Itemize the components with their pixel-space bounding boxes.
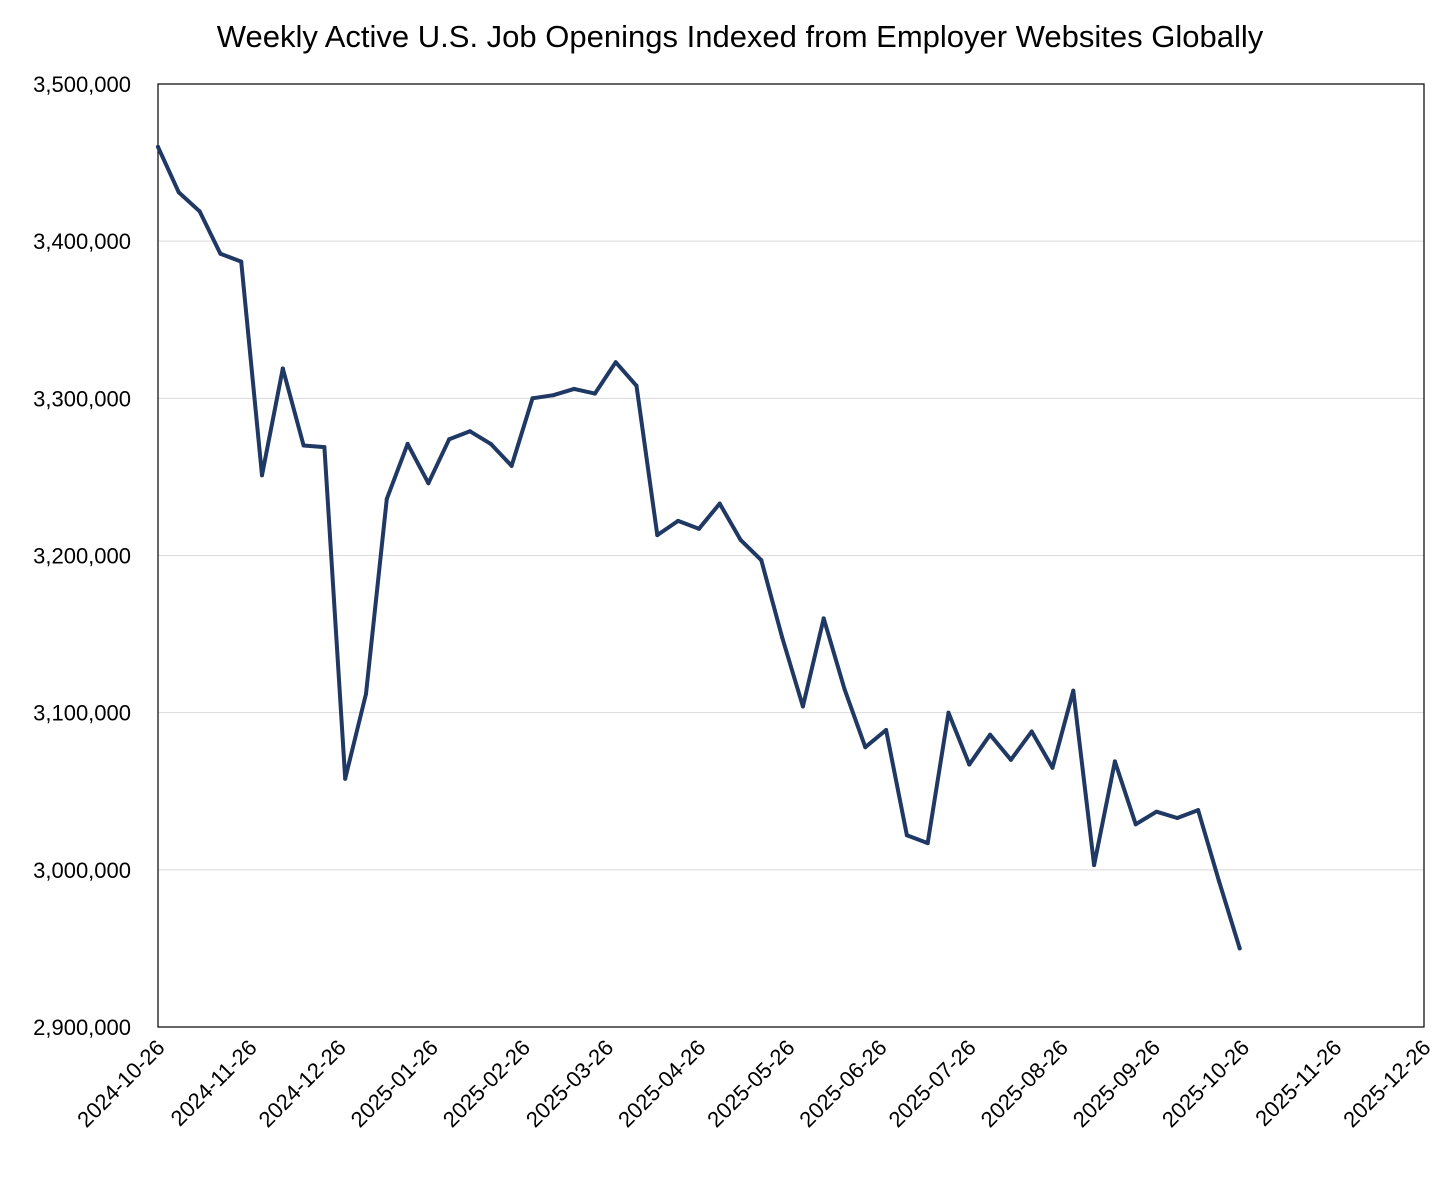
plot-area-frame <box>157 83 1425 1028</box>
data-point <box>572 386 577 391</box>
data-point <box>904 833 909 838</box>
x-tick-label: 2024-11-26 <box>166 1035 262 1131</box>
x-tick-label: 2025-04-26 <box>613 1035 710 1132</box>
data-point <box>260 473 264 478</box>
data-point <box>967 762 972 767</box>
data-point <box>717 501 722 506</box>
data-point <box>800 704 805 709</box>
data-point <box>1196 808 1201 813</box>
data-point <box>759 558 764 563</box>
y-tick-label: 3,200,000 <box>33 544 131 569</box>
x-tick-label: 2025-03-26 <box>521 1035 618 1132</box>
x-tick-label: 2025-01-26 <box>346 1035 443 1132</box>
y-tick-label: 2,900,000 <box>33 1015 131 1040</box>
data-point <box>1216 878 1221 883</box>
data-point <box>946 710 951 715</box>
x-tick-label: 2025-02-26 <box>438 1035 535 1132</box>
x-tick-label: 2025-07-26 <box>884 1035 981 1132</box>
data-point <box>509 463 514 468</box>
x-tick-label: 2025-08-26 <box>976 1035 1073 1132</box>
data-point <box>1154 809 1159 814</box>
y-tick-label: 3,300,000 <box>33 386 131 411</box>
data-point <box>176 190 181 195</box>
data-point <box>384 496 389 501</box>
data-point <box>1092 863 1097 868</box>
data-point <box>1112 759 1117 764</box>
data-point <box>530 396 535 401</box>
x-tick-label: 2025-09-26 <box>1068 1035 1165 1132</box>
data-point <box>925 841 930 846</box>
gridlines <box>158 240 1424 871</box>
data-point <box>1050 765 1055 770</box>
data-point <box>468 429 472 434</box>
x-tick-label: 2025-11-26 <box>1250 1035 1346 1131</box>
y-tick-label: 3,400,000 <box>33 229 131 254</box>
data-point <box>842 687 847 692</box>
data-point <box>156 144 160 149</box>
data-point <box>884 728 889 732</box>
data-point <box>1071 688 1076 693</box>
data-point <box>280 366 285 371</box>
data-point <box>488 441 493 446</box>
data-point <box>676 518 681 523</box>
data-point <box>343 776 348 781</box>
data-point <box>1175 816 1180 820</box>
data-point <box>322 445 327 450</box>
x-tick-label: 2024-10-26 <box>72 1035 169 1132</box>
series-group <box>156 144 1242 951</box>
data-point <box>426 481 431 486</box>
data-point <box>863 745 868 750</box>
data-point <box>1133 822 1138 827</box>
data-point <box>301 443 306 448</box>
data-point <box>1029 729 1034 734</box>
x-tick-label: 2025-05-26 <box>702 1035 799 1132</box>
y-tick-label: 3,100,000 <box>33 701 131 726</box>
data-point <box>821 616 826 621</box>
data-point <box>551 393 556 398</box>
x-tick-label: 2024-12-26 <box>254 1035 351 1132</box>
x-tick-label: 2025-10-26 <box>1157 1035 1254 1132</box>
data-point <box>988 732 993 737</box>
data-point <box>1008 757 1013 762</box>
data-point <box>613 360 618 365</box>
data-point <box>655 533 660 538</box>
y-tick-label: 3,000,000 <box>33 858 131 883</box>
data-point <box>447 437 452 442</box>
series-line <box>156 144 1242 951</box>
data-point <box>780 635 785 640</box>
data-point <box>738 537 743 542</box>
data-point <box>696 526 701 531</box>
y-axis: 2,900,000 3,000,000 3,100,000 3,200,000 3,30… <box>33 72 131 1040</box>
chart-title: Weekly Active U.S. Job Openings Indexed … <box>217 19 1264 54</box>
x-axis: 2024-10-262024-11-262024-12-262025-01-26… <box>72 1035 1435 1132</box>
data-point <box>364 691 368 696</box>
data-point <box>634 383 639 388</box>
data-point <box>592 391 597 396</box>
data-point <box>1237 946 1242 951</box>
data-point <box>239 259 244 264</box>
x-tick-label: 2025-06-26 <box>794 1035 891 1132</box>
data-point <box>405 441 410 446</box>
data-point <box>218 251 223 256</box>
data-point <box>197 209 202 214</box>
x-tick-label: 2025-12-26 <box>1338 1035 1435 1132</box>
y-tick-label: 3,500,000 <box>33 72 131 97</box>
